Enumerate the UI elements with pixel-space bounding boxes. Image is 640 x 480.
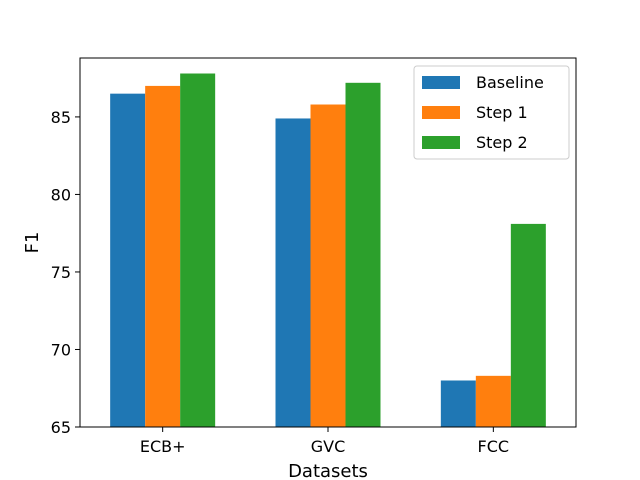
legend-label: Step 2 <box>476 133 528 152</box>
legend-label: Baseline <box>476 73 544 92</box>
bar-baseline-fcc <box>440 380 476 427</box>
x-axis-ticks: ECB+ GVC FCC <box>140 427 509 456</box>
legend-box <box>413 65 570 160</box>
legend: Baseline Step 1 Step 2 <box>413 65 570 160</box>
x-tick-label: GVC <box>311 437 346 456</box>
y-tick-label: 65 <box>51 418 71 437</box>
x-tick-label: FCC <box>478 437 510 456</box>
legend-label: Step 1 <box>476 103 528 122</box>
y-axis-ticks: 65 70 75 80 85 <box>51 108 80 437</box>
x-tick-label: ECB+ <box>140 437 186 456</box>
y-tick-label: 75 <box>51 263 71 282</box>
x-axis-title: Datasets <box>288 461 368 480</box>
legend-swatch <box>422 76 460 89</box>
bar-step-2-ecb <box>180 73 216 427</box>
bar-step-1-fcc <box>475 375 511 427</box>
y-tick-label: 80 <box>51 185 71 204</box>
y-tick-label: 70 <box>51 340 71 359</box>
bar-step-2-gvc <box>345 82 381 427</box>
bar-step-1-ecb <box>145 85 181 427</box>
y-tick-label: 85 <box>51 108 71 127</box>
y-axis-title: F1 <box>22 232 43 254</box>
bar-step-2-fcc <box>510 223 546 427</box>
bars-layer <box>110 73 546 428</box>
bar-baseline-gvc <box>275 118 311 428</box>
legend-swatch <box>422 106 460 119</box>
bar-baseline-ecb <box>110 93 146 427</box>
legend-swatch <box>422 136 460 149</box>
bar-step-1-gvc <box>310 104 346 427</box>
